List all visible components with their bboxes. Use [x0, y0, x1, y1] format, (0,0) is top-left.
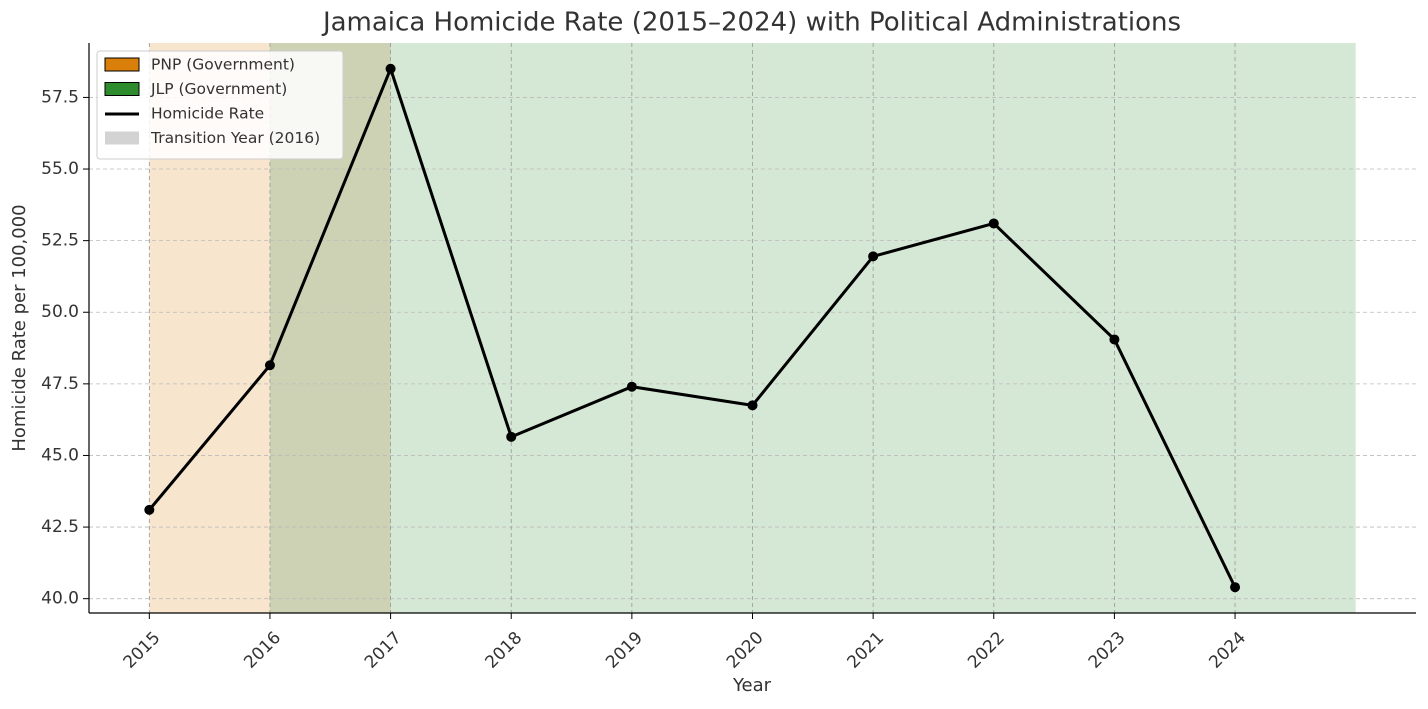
legend-label: PNP (Government) — [151, 56, 295, 74]
y-tick-label: 55.0 — [41, 159, 79, 179]
data-point — [506, 431, 517, 442]
y-tick-label: 45.0 — [41, 445, 79, 465]
y-tick-label: 42.5 — [41, 517, 79, 537]
legend-label: Transition Year (2016) — [150, 129, 320, 147]
data-point — [1230, 582, 1241, 593]
x-tick-label: 2020 — [723, 628, 768, 673]
x-tick-label: 2021 — [843, 628, 888, 673]
y-tick-label: 47.5 — [41, 374, 79, 394]
series-line — [148, 64, 1237, 588]
span — [269, 43, 1356, 613]
data-point — [144, 504, 155, 515]
x-tick-label: 2019 — [602, 628, 647, 673]
x-tick-label: 2024 — [1205, 628, 1250, 673]
data-point — [868, 251, 879, 262]
y-tick-label: 57.5 — [41, 87, 79, 107]
legend-swatch — [105, 131, 139, 145]
y-axis-label: Homicide Rate per 100,000 — [9, 204, 30, 451]
legend: PNP (Government) JLP (Government) Homicide… — [96, 50, 344, 160]
x-tick-label: 2016 — [240, 628, 285, 673]
data-point — [1109, 334, 1120, 345]
x-tick-label: 2017 — [361, 628, 406, 673]
legend-label: Homicide Rate — [151, 105, 264, 123]
data-point — [385, 63, 396, 74]
x-tick-label: 2015 — [120, 628, 165, 673]
y-tick-label: 52.5 — [41, 231, 79, 251]
y-tick-label: 40.0 — [41, 589, 79, 609]
x-tick-label: 2023 — [1085, 628, 1130, 673]
chart-title: Jamaica Homicide Rate (2015–2024) with P… — [321, 8, 1181, 38]
x-tick-label: 2022 — [964, 628, 1009, 673]
legend-swatch — [104, 57, 140, 72]
data-point — [988, 218, 999, 229]
y-tick-label: 50.0 — [41, 302, 79, 322]
legend-box — [96, 50, 344, 160]
data-point — [626, 381, 637, 392]
legend-swatch — [104, 82, 140, 96]
x-tick-label: 2018 — [482, 628, 527, 673]
data-point — [264, 360, 275, 371]
x-axis-label: Year — [732, 675, 772, 696]
legend-label: JLP (Government) — [150, 80, 287, 98]
data-point — [747, 400, 758, 411]
